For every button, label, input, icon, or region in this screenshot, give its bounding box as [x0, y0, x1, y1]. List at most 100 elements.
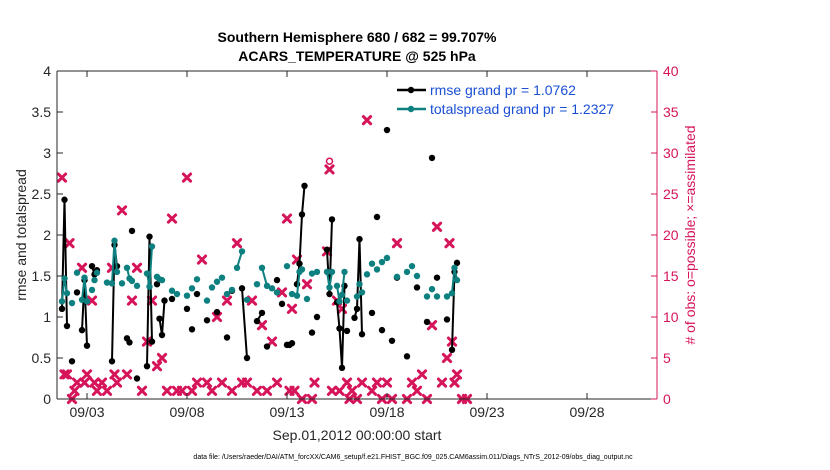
- spread-point: [378, 258, 386, 266]
- obs-assimilated-point: [444, 238, 455, 249]
- spread-point: [108, 280, 116, 287]
- x-tick-label: 09/28: [569, 404, 604, 420]
- rmse-point: [328, 216, 336, 223]
- spread-point: [61, 275, 68, 282]
- spread-point: [91, 276, 98, 284]
- rmse-point: [146, 233, 153, 240]
- y-tick-label: 2: [43, 227, 51, 243]
- rmse-point: [108, 358, 116, 365]
- spread-point: [298, 266, 306, 273]
- rmse-point: [278, 300, 286, 308]
- rmse-point: [453, 259, 461, 267]
- spread-point: [353, 293, 361, 300]
- obs-assimilated-point: [216, 377, 228, 388]
- spread-point: [73, 269, 81, 276]
- spread-point: [408, 262, 416, 270]
- legend-marker-rmse: [407, 86, 415, 94]
- obs-assimilated-point: [341, 377, 353, 388]
- rmse-point: [326, 290, 333, 298]
- spread-point: [453, 276, 461, 284]
- data-file-footnote: data file: /Users/raeder/DAI/ATM_forcXX/…: [193, 454, 633, 461]
- obs-assimilated-point: [69, 385, 80, 396]
- spread-point: [83, 298, 91, 305]
- rmse-point: [358, 331, 366, 338]
- legend-label-rmse: rmse grand pr = 1.0762: [430, 82, 576, 98]
- spread-point: [268, 285, 276, 292]
- rmse-point: [68, 358, 76, 365]
- obs-assimilated-point: [181, 172, 193, 183]
- obs-assimilated-point: [91, 385, 103, 396]
- spread-line-segment: [336, 271, 346, 303]
- obs-assimilated-point: [131, 262, 143, 273]
- rmse-point: [273, 276, 281, 284]
- spread-point: [146, 283, 153, 290]
- rmse-point: [313, 313, 321, 321]
- rmse-point: [133, 375, 141, 382]
- rmse-point: [443, 316, 451, 323]
- spread-point: [58, 298, 66, 305]
- rmse-point: [428, 154, 436, 162]
- obs-assimilated-point: [324, 164, 335, 175]
- y-tick-label: 3.5: [32, 104, 52, 120]
- rmse-point: [158, 331, 166, 339]
- spread-point: [433, 293, 441, 300]
- spread-point: [323, 268, 331, 276]
- spread-point: [341, 268, 348, 276]
- spread-point: [338, 291, 346, 299]
- rmse-point: [433, 274, 441, 281]
- obs-assimilated-point: [61, 369, 73, 380]
- spread-point: [293, 292, 301, 299]
- obs-assimilated-point: [201, 377, 213, 388]
- spread-point: [258, 264, 266, 271]
- x-tick-label: 09/13: [269, 404, 304, 420]
- spread-point: [78, 296, 86, 303]
- spread-point: [228, 286, 236, 294]
- rmse-point: [323, 246, 331, 253]
- obs-assimilated-point: [186, 385, 198, 396]
- obs-assimilated-point: [231, 238, 243, 249]
- rmse-point: [296, 260, 303, 267]
- rmse-point: [183, 305, 191, 312]
- y-tick-label: 0: [43, 391, 51, 407]
- obs-possible-point: [325, 157, 334, 165]
- obs-assimilated-point: [241, 377, 253, 388]
- obs-assimilated-point: [176, 385, 188, 396]
- legend-label-spread: totalspread grand pr = 1.2327: [430, 101, 614, 117]
- rmse-point: [63, 322, 71, 330]
- rmse-point: [308, 329, 316, 336]
- obs-assimilated-point: [301, 279, 313, 290]
- spread-point: [451, 264, 458, 271]
- y-right-tick-label: 30: [663, 145, 679, 161]
- obs-assimilated-point: [109, 369, 120, 380]
- rmse-line-segment: [241, 288, 248, 359]
- y-right-tick-label: 35: [663, 104, 679, 120]
- rmse-point: [423, 318, 431, 326]
- obs-assimilated-point: [406, 377, 418, 388]
- spread-point: [81, 274, 88, 281]
- spread-point: [213, 278, 221, 285]
- rmse-point: [448, 346, 456, 353]
- obs-assimilated-point: [116, 205, 128, 216]
- rmse-point: [336, 325, 343, 332]
- obs-assimilated-point: [411, 385, 423, 396]
- rmse-point: [238, 285, 246, 292]
- y-tick-label: 2.5: [32, 186, 52, 202]
- rmse-point: [378, 326, 386, 334]
- obs-assimilated-point: [449, 377, 460, 388]
- obs-assimilated-point: [391, 238, 403, 249]
- rmse-point: [73, 289, 81, 296]
- y-right-tick-label: 5: [663, 350, 671, 366]
- rmse-point: [148, 338, 156, 345]
- spread-point: [113, 268, 121, 276]
- obs-assimilated-point: [361, 115, 373, 126]
- spread-point: [208, 284, 216, 291]
- obs-assimilated-point: [334, 385, 345, 396]
- rmse-point: [288, 340, 296, 347]
- spread-point: [423, 293, 431, 300]
- spread-point: [88, 286, 96, 294]
- spread-point: [128, 277, 136, 285]
- rmse-point: [353, 305, 361, 312]
- spread-point: [253, 281, 261, 288]
- spread-point: [383, 254, 391, 262]
- obs-assimilated-point: [161, 385, 173, 396]
